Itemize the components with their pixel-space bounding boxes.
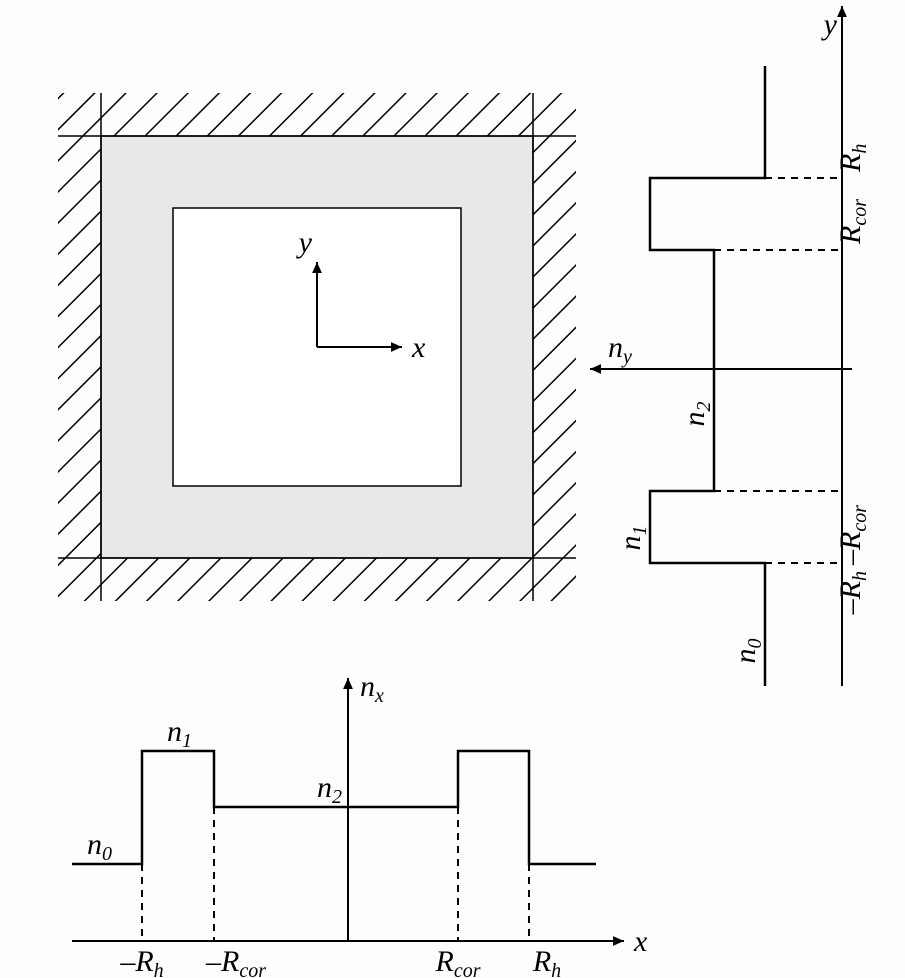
svg-text:y: y	[296, 226, 313, 259]
svg-text:Rh: Rh	[532, 945, 561, 978]
svg-text:–Rh: –Rh	[119, 945, 163, 978]
svg-text:ny: ny	[608, 331, 632, 368]
svg-text:n1: n1	[167, 715, 192, 752]
svg-text:–Rcor: –Rcor	[205, 945, 266, 978]
svg-text:y: y	[821, 8, 838, 41]
svg-text:n2: n2	[678, 402, 715, 427]
svg-text:n0: n0	[87, 828, 112, 865]
svg-text:Rh: Rh	[834, 144, 871, 173]
svg-text:n1: n1	[614, 526, 651, 551]
svg-text:n2: n2	[317, 771, 342, 808]
svg-text:–Rh: –Rh	[834, 571, 871, 615]
svg-text:n0: n0	[729, 639, 766, 664]
svg-text:Rcor: Rcor	[435, 945, 481, 978]
svg-text:x: x	[411, 331, 426, 364]
svg-text:–Rcor: –Rcor	[834, 505, 871, 566]
svg-text:nx: nx	[360, 670, 384, 707]
svg-text:Rcor: Rcor	[834, 199, 871, 245]
svg-text:x: x	[633, 925, 648, 958]
